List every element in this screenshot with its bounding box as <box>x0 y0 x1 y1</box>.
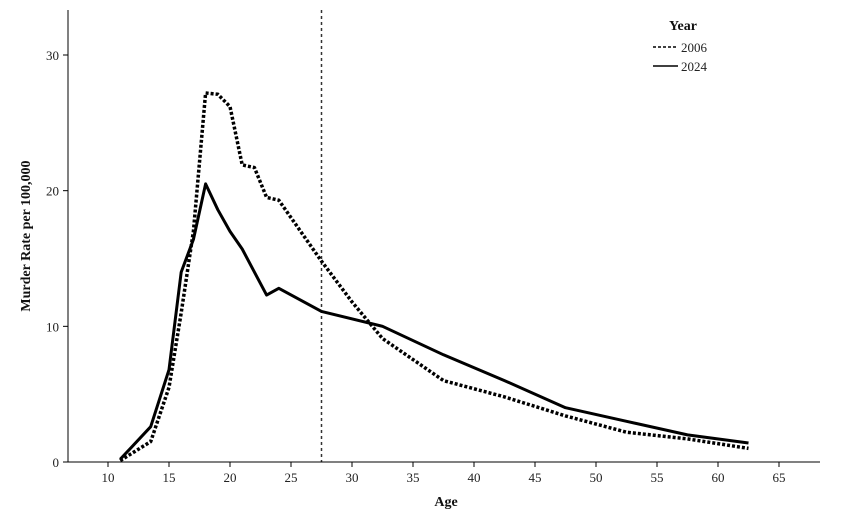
x-tick-label: 45 <box>529 470 542 485</box>
x-tick-label: 20 <box>224 470 237 485</box>
x-axis-title: Age <box>434 495 457 510</box>
legend-title: Year <box>669 19 697 34</box>
series-line-2024 <box>119 182 749 461</box>
x-tick-label: 25 <box>285 470 298 485</box>
x-tick-label: 40 <box>468 470 481 485</box>
plot-area <box>119 10 749 463</box>
x-tick-label: 60 <box>712 470 725 485</box>
y-tick-label: 30 <box>46 48 59 63</box>
axes: Age Murder Rate per 100,000 10 15 20 25 30 35… <box>19 10 820 510</box>
x-tick-label: 10 <box>102 470 115 485</box>
x-tick-label: 30 <box>346 470 359 485</box>
y-axis-title: Murder Rate per 100,000 <box>19 160 34 311</box>
x-tick-label: 65 <box>773 470 786 485</box>
legend-label-2024: 2024 <box>681 59 708 74</box>
x-tick-label: 50 <box>590 470 603 485</box>
series-line-2006 <box>119 91 749 463</box>
legend-label-2006: 2006 <box>681 40 708 55</box>
y-tick-label: 20 <box>46 184 59 199</box>
y-tick-label: 10 <box>46 319 59 334</box>
x-tick-label: 55 <box>651 470 664 485</box>
x-tick-label: 35 <box>407 470 420 485</box>
y-tick-label: 0 <box>53 455 60 470</box>
x-tick-label: 15 <box>163 470 176 485</box>
legend: Year 2006 2024 <box>653 19 708 74</box>
